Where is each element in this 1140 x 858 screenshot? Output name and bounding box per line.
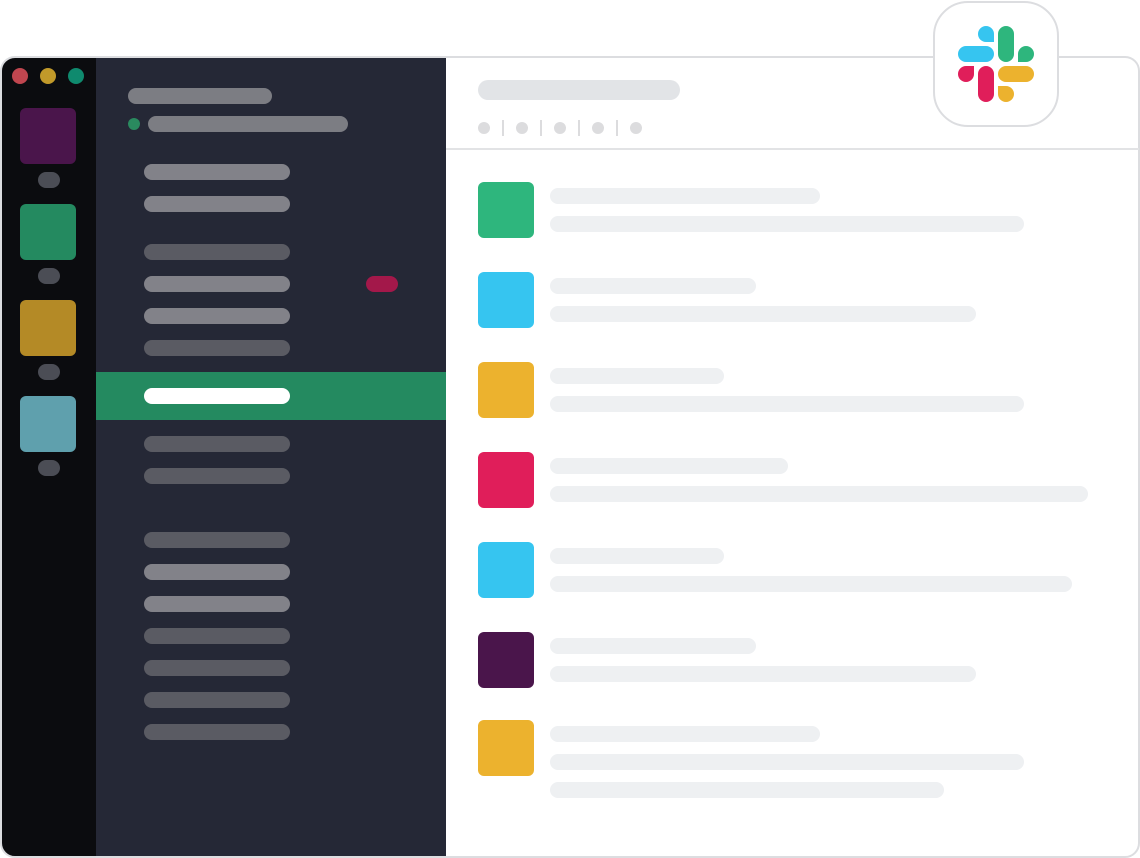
unread-badge [366, 276, 398, 292]
message-author [550, 638, 756, 654]
header-divider [446, 148, 1139, 150]
message-author [550, 368, 724, 384]
logo-part [958, 46, 994, 62]
avatar [478, 632, 534, 688]
header-icon[interactable] [592, 122, 604, 134]
workspace-label [38, 364, 60, 380]
maximize-button[interactable] [68, 68, 84, 84]
message-author [550, 548, 724, 564]
dm-item[interactable] [144, 660, 290, 676]
workspace-list [20, 108, 76, 476]
channel-title [478, 80, 680, 100]
message-text [550, 666, 976, 682]
channel-item[interactable] [144, 276, 290, 292]
user-name [148, 116, 348, 132]
dm-item[interactable] [144, 532, 290, 548]
channel-item[interactable] [144, 244, 290, 260]
separator [540, 120, 542, 136]
message-author [550, 458, 788, 474]
channel-list [96, 88, 446, 740]
avatar [478, 182, 534, 238]
dm-item[interactable] [144, 724, 290, 740]
message-list [478, 182, 1088, 798]
message-text [550, 306, 976, 322]
logo-part [998, 86, 1014, 102]
workspace-rail [1, 57, 96, 857]
message-text [550, 754, 1024, 770]
channel-item[interactable] [144, 164, 290, 180]
logo-part [958, 66, 974, 82]
avatar [478, 272, 534, 328]
logo-frame [933, 1, 1059, 127]
avatar [478, 362, 534, 418]
header-icon[interactable] [554, 122, 566, 134]
message-text [550, 216, 1024, 232]
channel-item[interactable] [144, 196, 290, 212]
separator [578, 120, 580, 136]
team-name [128, 88, 272, 104]
workspace-label [38, 172, 60, 188]
status-dot [128, 118, 140, 130]
dm-item[interactable] [144, 628, 290, 644]
avatar [478, 452, 534, 508]
workspace-label [38, 268, 60, 284]
active-channel-item [144, 388, 290, 404]
logo-badge [933, 1, 1059, 127]
dm-item[interactable] [144, 596, 290, 612]
window-border [0, 56, 1140, 858]
workspace-icon[interactable] [20, 300, 76, 356]
channel-item[interactable] [144, 468, 290, 484]
channel-item[interactable] [144, 436, 290, 452]
message-text [550, 486, 1088, 502]
dm-item[interactable] [144, 564, 290, 580]
channel-sidebar [96, 57, 446, 857]
channel-header [446, 80, 1139, 150]
message-text [550, 396, 1024, 412]
header-icon[interactable] [516, 122, 528, 134]
logo-part [998, 66, 1034, 82]
minimize-button[interactable] [40, 68, 56, 84]
message-text [550, 576, 1072, 592]
header-icon[interactable] [478, 122, 490, 134]
avatar [478, 542, 534, 598]
message-author [550, 726, 820, 742]
channel-item[interactable] [144, 340, 290, 356]
logo-part [998, 26, 1014, 62]
logo-part [1018, 46, 1034, 62]
close-button[interactable] [12, 68, 28, 84]
channel-item[interactable] [144, 308, 290, 324]
message-author [550, 188, 820, 204]
separator [616, 120, 618, 136]
header-icon[interactable] [630, 122, 642, 134]
logo-part [978, 26, 994, 42]
logo-part [978, 66, 994, 102]
message-author [550, 278, 756, 294]
workspace-label [38, 460, 60, 476]
workspace-icon[interactable] [20, 108, 76, 164]
workspace-icon[interactable] [20, 204, 76, 260]
message-text [550, 782, 944, 798]
workspace-icon[interactable] [20, 396, 76, 452]
dm-item[interactable] [144, 692, 290, 708]
avatar [478, 720, 534, 776]
separator [502, 120, 504, 136]
